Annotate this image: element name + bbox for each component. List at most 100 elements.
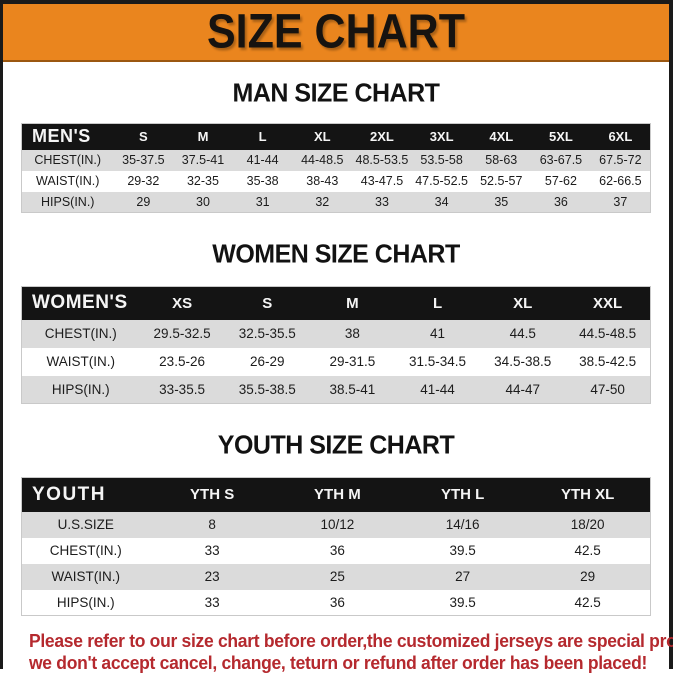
table-row: HIPS(IN.) 33 36 39.5 42.5: [21, 589, 651, 616]
table-row: HIPS(IN.) 33-35.5 35.5-38.5 38.5-41 41-44 44-…: [21, 375, 651, 404]
table-corner-label: YOUTH: [32, 483, 106, 505]
size-value-cell: 33-35.5: [159, 381, 205, 397]
footer-note: Please refer to our size chart before or…: [29, 630, 673, 674]
size-value-cell: 47.5-52.5: [415, 174, 469, 188]
size-value-cell: 32.5-35.5: [238, 326, 296, 341]
size-table: WOMEN'S XS S M L XL XXL CHEST(IN.) 29.5-32.5 32.…: [21, 286, 651, 404]
table-header-row: WOMEN'S XS S M L XL XXL: [21, 286, 651, 320]
size-value-cell: 41-44: [246, 153, 279, 167]
table-row: CHEST(IN.) 35-37.5 37.5-41 41-44 44-48.5 48.5…: [21, 149, 651, 171]
size-column-header: S: [262, 294, 273, 312]
size-value-cell: 43-47.5: [360, 174, 404, 188]
size-value-cell: 37.5-41: [181, 153, 225, 167]
size-column-header: S: [138, 129, 148, 145]
size-value-cell: 63-67.5: [539, 153, 583, 167]
size-value-cell: 25: [329, 569, 345, 584]
size-value-cell: 38.5-41: [329, 381, 376, 397]
size-value-cell: 35.5-38.5: [238, 381, 296, 397]
size-value-cell: 38.5-42.5: [579, 354, 637, 369]
size-value-cell: 29: [136, 194, 151, 209]
size-value-cell: 32: [315, 194, 330, 209]
banner: SIZE CHART: [3, 4, 669, 62]
row-label: WAIST(IN.): [36, 174, 100, 188]
size-column-header: M: [346, 294, 359, 312]
table-row: CHEST(IN.) 29.5-32.5 32.5-35.5 38 41 44.5 44.5…: [21, 319, 651, 348]
size-value-cell: 33: [204, 594, 220, 610]
size-value-cell: 35-38: [246, 174, 279, 188]
size-value-cell: 29.5-32.5: [153, 326, 211, 341]
size-value-cell: 57-62: [544, 174, 577, 188]
size-column-header: YTH XL: [560, 486, 615, 504]
size-column-header: M: [197, 129, 209, 145]
size-column-header: XXL: [593, 294, 623, 312]
size-value-cell: 32-35: [186, 174, 219, 188]
size-value-cell: 62-66.5: [599, 174, 642, 188]
size-value-cell: 23: [204, 569, 220, 584]
size-column-header: 4XL: [489, 129, 514, 145]
size-column-header: 2XL: [370, 129, 394, 145]
size-value-cell: 37: [613, 194, 628, 209]
size-value-cell: 14/16: [445, 517, 480, 532]
size-value-cell: 52.5-57: [480, 174, 523, 188]
size-table: YOUTH YTH S YTH M YTH L YTH XL U.S.SIZE 8 10/1…: [21, 477, 651, 616]
size-value-cell: 10/12: [320, 517, 355, 532]
row-label: U.S.SIZE: [57, 517, 114, 532]
size-value-cell: 29-31.5: [329, 354, 376, 369]
table-row: WAIST(IN.) 29-32 32-35 35-38 38-43 43-47.5 47.…: [21, 170, 651, 192]
size-value-cell: 36: [329, 594, 345, 610]
table-row: HIPS(IN.) 29 30 31 32 33 34 35 36 37: [21, 191, 651, 213]
size-value-cell: 36: [553, 194, 568, 209]
size-value-cell: 34: [434, 194, 449, 209]
size-value-cell: 39.5: [449, 543, 476, 558]
size-column-header: YTH S: [190, 486, 235, 504]
size-value-cell: 35-37.5: [122, 153, 165, 167]
size-value-cell: 8: [208, 517, 216, 532]
row-label: WAIST(IN.): [51, 569, 121, 584]
size-value-cell: 33: [204, 543, 220, 558]
row-label: WAIST(IN.): [46, 354, 116, 369]
size-column-header: L: [258, 129, 267, 145]
table-header-row: YOUTH YTH S YTH M YTH L YTH XL: [21, 477, 651, 512]
size-value-cell: 27: [455, 569, 471, 584]
size-value-cell: 41: [430, 326, 446, 341]
table-corner-label: MEN'S: [32, 126, 91, 147]
page-title: SIZE CHART: [207, 4, 465, 59]
row-label: CHEST(IN.): [44, 326, 117, 341]
size-value-cell: 36: [329, 543, 345, 558]
size-value-cell: 29: [580, 569, 596, 584]
size-column-header: L: [432, 294, 443, 312]
size-value-cell: 47-50: [590, 381, 625, 397]
section-heading: WOMEN SIZE CHART: [212, 239, 460, 269]
size-value-cell: 31.5-34.5: [409, 354, 467, 369]
size-chart-section: MAN SIZE CHART MEN'S S M L XL 2XL 3XL 4XL 5XL 6XL…: [3, 78, 669, 213]
size-column-header: XL: [313, 129, 331, 145]
size-value-cell: 44.5-48.5: [579, 326, 637, 341]
size-chart-sections: MAN SIZE CHART MEN'S S M L XL 2XL 3XL 4XL 5XL 6XL…: [3, 78, 669, 616]
size-value-cell: 58-63: [485, 153, 518, 167]
table-header-row: MEN'S S M L XL 2XL 3XL 4XL 5XL 6XL: [21, 123, 651, 150]
size-value-cell: 44.5: [509, 326, 536, 341]
size-column-header: 3XL: [429, 129, 454, 145]
size-chart-section: YOUTH SIZE CHART YOUTH YTH S YTH M YTH L YTH…: [3, 430, 669, 616]
size-value-cell: 26-29: [249, 354, 285, 369]
size-value-cell: 38-43: [306, 174, 339, 188]
size-value-cell: 48.5-53.5: [355, 153, 409, 167]
size-value-cell: 44-47: [505, 381, 540, 397]
size-value-cell: 41-44: [420, 381, 455, 397]
size-value-cell: 33: [375, 194, 389, 209]
size-value-cell: 42.5: [574, 543, 601, 558]
row-label: HIPS(IN.): [56, 594, 115, 610]
size-value-cell: 31: [255, 194, 270, 209]
table-row: WAIST(IN.) 23.5-26 26-29 29-31.5 31.5-34.5 34…: [21, 347, 651, 376]
size-value-cell: 34.5-38.5: [494, 354, 552, 369]
table-row: CHEST(IN.) 33 36 39.5 42.5: [21, 537, 651, 564]
footer-note-line1: Please refer to our size chart before or…: [29, 630, 673, 651]
size-column-header: 5XL: [549, 129, 573, 145]
size-column-header: XL: [513, 294, 533, 312]
size-value-cell: 42.5: [574, 594, 601, 610]
table-corner-label: WOMEN'S: [32, 292, 128, 314]
size-value-cell: 44-48.5: [301, 153, 344, 167]
size-chart-section: WOMEN SIZE CHART WOMEN'S XS S M L XL XXL CHEST…: [3, 239, 669, 404]
row-label: HIPS(IN.): [51, 381, 110, 397]
